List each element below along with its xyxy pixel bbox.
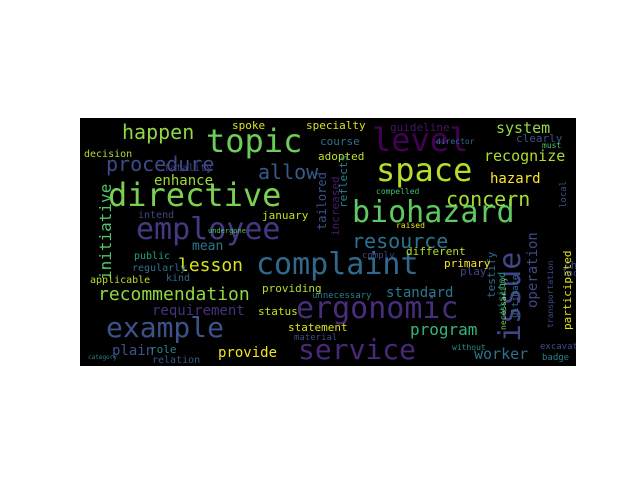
word-complaint: complaint — [256, 247, 419, 282]
word-operation: operation — [525, 232, 541, 308]
word-ergonomic: ergonomic — [296, 291, 459, 326]
word-applicable: applicable — [90, 275, 151, 286]
word-course: course — [320, 135, 360, 148]
word-without: without — [452, 343, 486, 352]
word-intend: intend — [138, 210, 175, 221]
word-ultimate: ultimate — [511, 274, 521, 318]
word-worker: worker — [474, 345, 529, 363]
word-requirement: requirement — [152, 303, 245, 319]
word-comply: comply — [362, 251, 395, 261]
word-january: january — [262, 209, 309, 222]
word-tailored: tailored — [315, 172, 329, 230]
word-specialty: specialty — [306, 119, 366, 132]
word-shown: shown — [564, 259, 576, 272]
word-undergone: undergone — [208, 227, 246, 235]
word-hazard: hazard — [490, 171, 541, 187]
word-unnecessary: unnecessary — [312, 291, 372, 301]
word-guideline: guideline — [390, 121, 450, 134]
word-mean: mean — [192, 239, 224, 254]
word-enhance: enhance — [154, 173, 214, 189]
word-local: local — [559, 180, 569, 208]
word-clearly: clearly — [516, 132, 563, 145]
word-plain: plain — [112, 343, 155, 359]
word-fatality: fatality — [164, 163, 213, 174]
word-procedure: procedure — [106, 152, 215, 176]
word-increased: increased — [329, 176, 342, 236]
word-necessarily: necessarily — [499, 277, 508, 330]
word-adopted: adopted — [318, 150, 365, 163]
word-excavation: excavation — [540, 342, 576, 352]
word-location: location — [562, 269, 576, 279]
word-regularly: regularly — [132, 263, 187, 274]
word-role: role — [150, 343, 177, 356]
word-public: public — [134, 251, 171, 262]
word-system: system — [496, 119, 551, 137]
word-material: material — [294, 333, 338, 343]
word-example: example — [106, 311, 225, 344]
word-must: must — [542, 141, 562, 150]
word-badge: badge — [542, 353, 570, 363]
word-space: space — [376, 151, 473, 189]
word-recognize: recognize — [484, 147, 566, 165]
word-standard: standard — [386, 285, 454, 301]
word-providing: providing — [262, 282, 322, 295]
word-initiative: initiative — [96, 183, 115, 280]
word-raised: raised — [396, 221, 425, 230]
word-topic: topic — [206, 122, 303, 160]
word-resource: resource — [352, 229, 449, 253]
word-transportation: transportation — [546, 260, 555, 328]
word-statement: statement — [288, 321, 348, 334]
word-decision: decision — [84, 149, 133, 160]
word-kind: kind — [166, 273, 191, 284]
word-employee: employee — [136, 212, 281, 247]
word-happen: happen — [122, 120, 195, 144]
word-director: director — [436, 137, 475, 146]
word-directive: directive — [108, 176, 282, 214]
word-relation: relation — [152, 355, 201, 366]
word-service: service — [298, 333, 417, 366]
word-primary: primary — [444, 257, 491, 270]
word-category: category — [88, 354, 117, 361]
word-recommendation: recommendation — [98, 284, 250, 305]
word-program: program — [410, 320, 478, 339]
word-different: different — [406, 245, 466, 258]
word-biohazard: biohazard — [352, 195, 515, 230]
word-cloud: complaint biohazard directive service sp… — [80, 118, 576, 366]
word-spoke: spoke — [232, 119, 266, 132]
word-lesson: lesson — [178, 255, 244, 276]
word-concern: concern — [446, 187, 531, 211]
word-allow: allow — [258, 160, 319, 184]
word-provide: provide — [218, 345, 278, 361]
word-level: level — [372, 121, 469, 159]
word-compelled: compelled — [376, 187, 420, 196]
word-play: play — [460, 265, 487, 278]
word-status: status — [258, 305, 298, 318]
